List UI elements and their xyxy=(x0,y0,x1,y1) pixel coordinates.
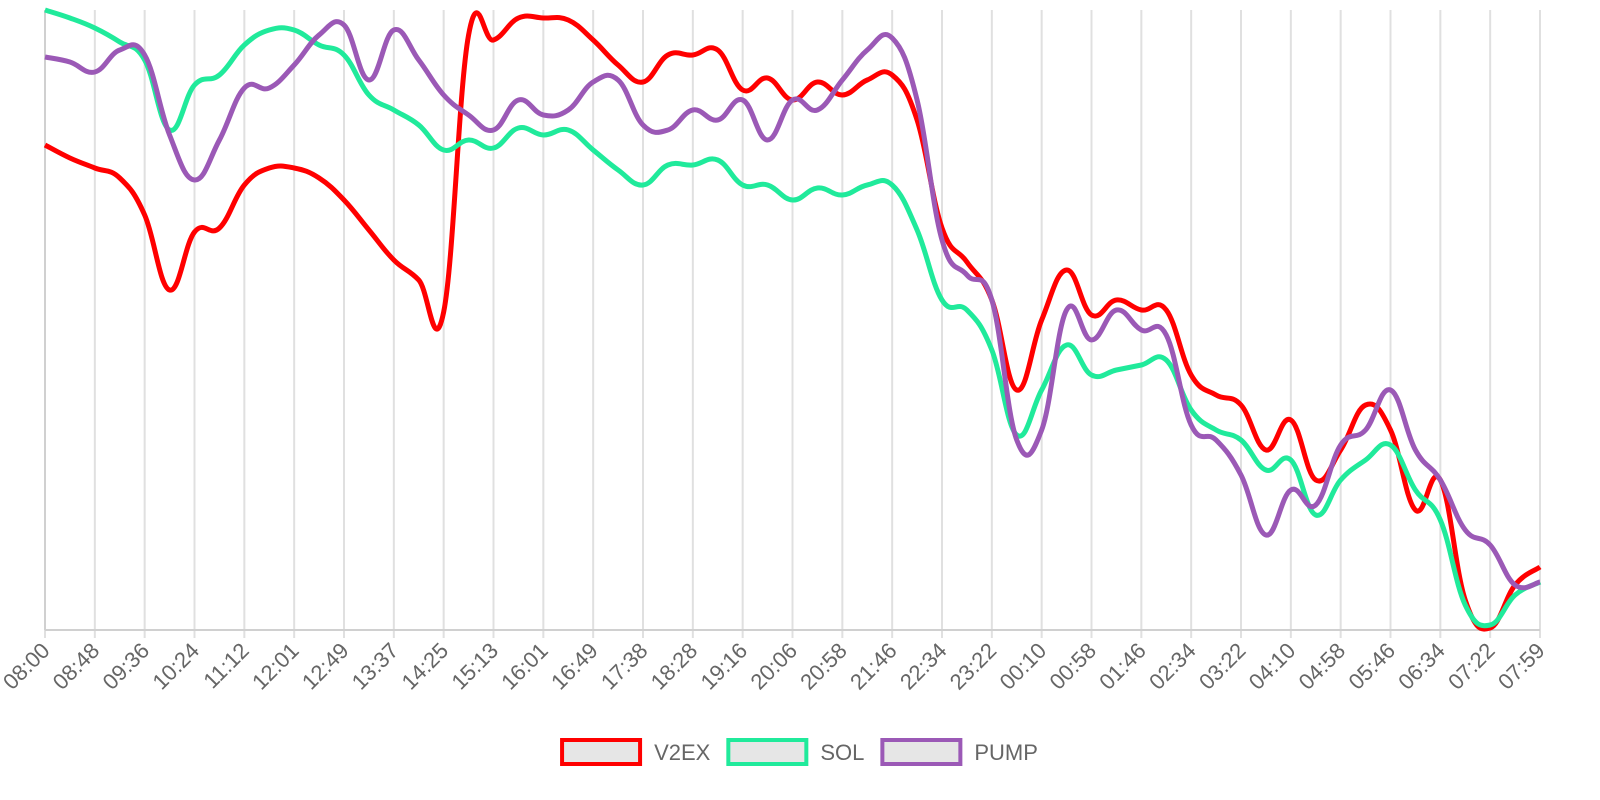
legend-label: V2EX xyxy=(654,740,711,765)
x-tick-label: 14:25 xyxy=(397,638,454,695)
x-tick-label: 20:58 xyxy=(795,638,852,695)
x-tick-label: 12:49 xyxy=(297,638,354,695)
x-tick-label: 03:22 xyxy=(1194,638,1251,695)
x-tick-label: 18:28 xyxy=(646,638,703,695)
x-tick-label: 19:16 xyxy=(696,638,753,695)
series-line xyxy=(44,7,1542,629)
legend-label: SOL xyxy=(820,740,864,765)
x-tick-label: 16:01 xyxy=(496,638,553,695)
x-tick-label: 01:46 xyxy=(1094,638,1151,695)
x-tick-label: 08:48 xyxy=(48,638,105,695)
x-tick-label: 09:36 xyxy=(98,638,155,695)
x-tick-label: 16:49 xyxy=(546,638,603,695)
x-tick-label: 08:00 xyxy=(0,638,55,695)
x-tick-label: 15:13 xyxy=(446,638,503,695)
x-tick-label: 12:01 xyxy=(247,638,304,695)
legend-swatch xyxy=(726,738,809,766)
x-tick-label: 06:34 xyxy=(1393,638,1450,695)
x-tick-label: 13:37 xyxy=(347,638,404,695)
x-tick-label: 07:22 xyxy=(1443,638,1500,695)
x-tick-label: 23:22 xyxy=(945,638,1002,695)
x-tick-label: 00:10 xyxy=(995,638,1052,695)
x-tick-label: 04:58 xyxy=(1294,638,1351,695)
x-tick-label: 22:34 xyxy=(895,638,952,695)
x-tick-label: 17:38 xyxy=(596,638,653,695)
legend-swatch xyxy=(560,738,643,766)
x-tick-label: 02:34 xyxy=(1144,638,1201,695)
x-tick-label: 00:58 xyxy=(1044,638,1101,695)
x-tick-label: 07:59 xyxy=(1493,638,1550,695)
x-tick-label: 20:06 xyxy=(745,638,802,695)
x-tick-label: 10:24 xyxy=(147,638,204,695)
x-tick-label: 21:46 xyxy=(845,638,902,695)
x-tick-label: 11:12 xyxy=(198,638,253,693)
legend-label: PUMP xyxy=(974,740,1038,765)
x-tick-label: 04:10 xyxy=(1244,638,1301,695)
legend: V2EX SOL PUMP xyxy=(560,738,1038,766)
x-tick-label: 05:46 xyxy=(1343,638,1400,695)
series-line xyxy=(44,19,1541,591)
legend-swatch xyxy=(880,738,963,766)
